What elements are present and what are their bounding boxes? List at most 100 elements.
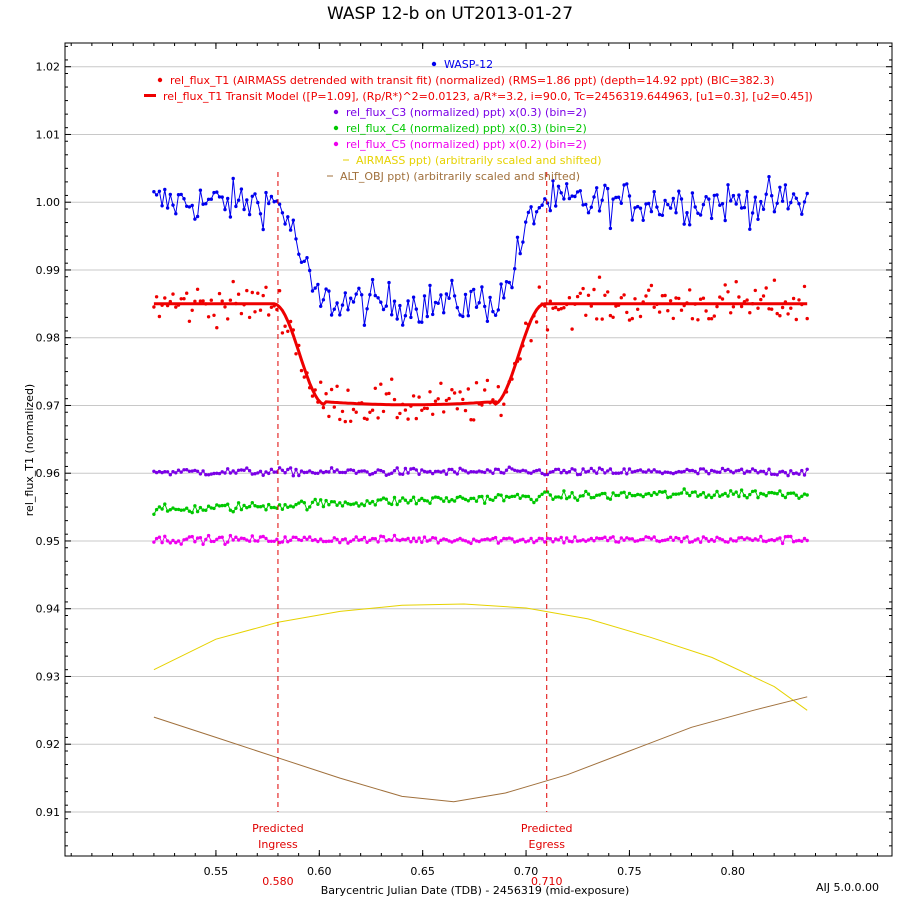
series-1-point — [745, 298, 749, 302]
series-3-point — [381, 470, 386, 474]
marker-label-top: Predicted — [252, 822, 304, 835]
series-0-point — [373, 293, 377, 298]
series-5-point — [709, 537, 714, 542]
series-1-point — [179, 297, 183, 301]
series-0-point — [425, 314, 429, 319]
series-1-point — [313, 388, 317, 392]
series-5-point — [392, 533, 397, 538]
series-3-point — [442, 469, 446, 473]
series-0-point — [351, 300, 356, 304]
series-1-point — [770, 307, 774, 311]
series-4-point — [302, 501, 306, 505]
series-4-point — [245, 506, 249, 510]
series-4-point — [739, 488, 744, 492]
series-5-point — [515, 539, 520, 543]
series-0-point — [791, 192, 796, 196]
series-4-point — [239, 507, 244, 512]
series-3-point — [428, 469, 432, 474]
series-5-point — [737, 536, 741, 540]
series-0-point — [444, 292, 449, 296]
series-3-point — [690, 468, 695, 473]
series-5-point — [472, 537, 476, 541]
legend-entry: AIRMASS ppt) (arbitrarily scaled and shi… — [356, 154, 602, 167]
series-3-point — [797, 472, 801, 476]
series-4-point — [406, 501, 410, 505]
series-3-point — [715, 470, 719, 474]
series-3-point — [220, 470, 224, 474]
series-0-point — [731, 193, 736, 198]
y-tick-label: 1.01 — [36, 128, 61, 141]
series-5-point — [157, 535, 162, 539]
series-5-point — [351, 538, 356, 542]
series-1-point — [436, 397, 440, 401]
series-1-point — [469, 418, 473, 422]
series-5-point — [335, 537, 339, 542]
series-1-point — [474, 381, 479, 385]
series-0-point — [504, 280, 509, 284]
series-0-point — [324, 287, 328, 291]
series-1-point — [299, 368, 304, 373]
series-0-point — [614, 195, 618, 200]
series-3-point — [575, 472, 580, 477]
series-0-point — [606, 186, 610, 191]
series-5-point — [600, 536, 604, 541]
series-3-point — [729, 469, 733, 473]
series-4-point — [543, 490, 547, 494]
series-1-point — [668, 299, 673, 303]
series-4-point — [677, 492, 681, 496]
series-4-point — [253, 504, 257, 508]
series-1-point — [759, 297, 763, 302]
series-4-point — [379, 498, 383, 502]
series-0-point — [578, 189, 582, 193]
series-5-point — [231, 538, 235, 542]
series-1-point — [597, 275, 602, 279]
tick-layer: 1.02 1.01 1.00 0.99 0.98 0.97 0.96 0.95 0.94 0.93… — [36, 43, 892, 878]
series-0-point — [310, 289, 315, 293]
series-3-point — [649, 470, 654, 474]
series-5-point — [370, 536, 375, 541]
series-5-point — [679, 540, 684, 544]
series-3-point — [212, 471, 216, 476]
series-3-point — [272, 470, 276, 474]
series-1-point — [354, 410, 358, 414]
series-0-point — [657, 212, 662, 217]
series-5-point — [174, 540, 178, 545]
series-0-point — [316, 282, 320, 287]
series-4-point — [638, 493, 643, 497]
series-0-point — [652, 190, 656, 194]
series-5-point — [507, 536, 511, 540]
legend-swatch — [333, 125, 339, 131]
series-3-point — [338, 470, 342, 475]
series-0-point — [718, 203, 722, 207]
series-3-point — [753, 468, 757, 473]
series-5-point — [428, 538, 432, 542]
series-0-point — [319, 304, 323, 308]
series-0-point — [734, 202, 738, 206]
series-5-point — [718, 537, 722, 541]
series-3-point — [608, 467, 613, 471]
series-5-point — [154, 536, 159, 541]
series-4-point — [622, 490, 626, 494]
series-4-point — [291, 505, 295, 509]
series-1-point — [742, 300, 747, 304]
series-5-point — [327, 539, 331, 543]
series-1-point — [559, 307, 563, 311]
series-1-point — [655, 302, 659, 307]
series-4-point — [748, 492, 752, 497]
series-0-point — [780, 199, 785, 203]
series-3-point — [420, 468, 424, 472]
series-4-point — [761, 492, 766, 496]
series-4-point — [360, 502, 364, 506]
series-5-point — [450, 540, 454, 544]
series-4-point — [329, 500, 334, 504]
series-5-point — [529, 536, 533, 541]
series-3-point — [256, 471, 260, 475]
series-1-point — [269, 305, 274, 309]
series-4-point — [179, 508, 183, 512]
series-1-point — [674, 296, 678, 300]
legend-entry: rel_flux_T1 (AIRMASS detrended with tran… — [170, 74, 774, 87]
series-4-point — [510, 494, 514, 499]
series-5-point — [641, 537, 645, 542]
series-3-point — [589, 466, 593, 471]
series-3-point — [179, 470, 183, 474]
